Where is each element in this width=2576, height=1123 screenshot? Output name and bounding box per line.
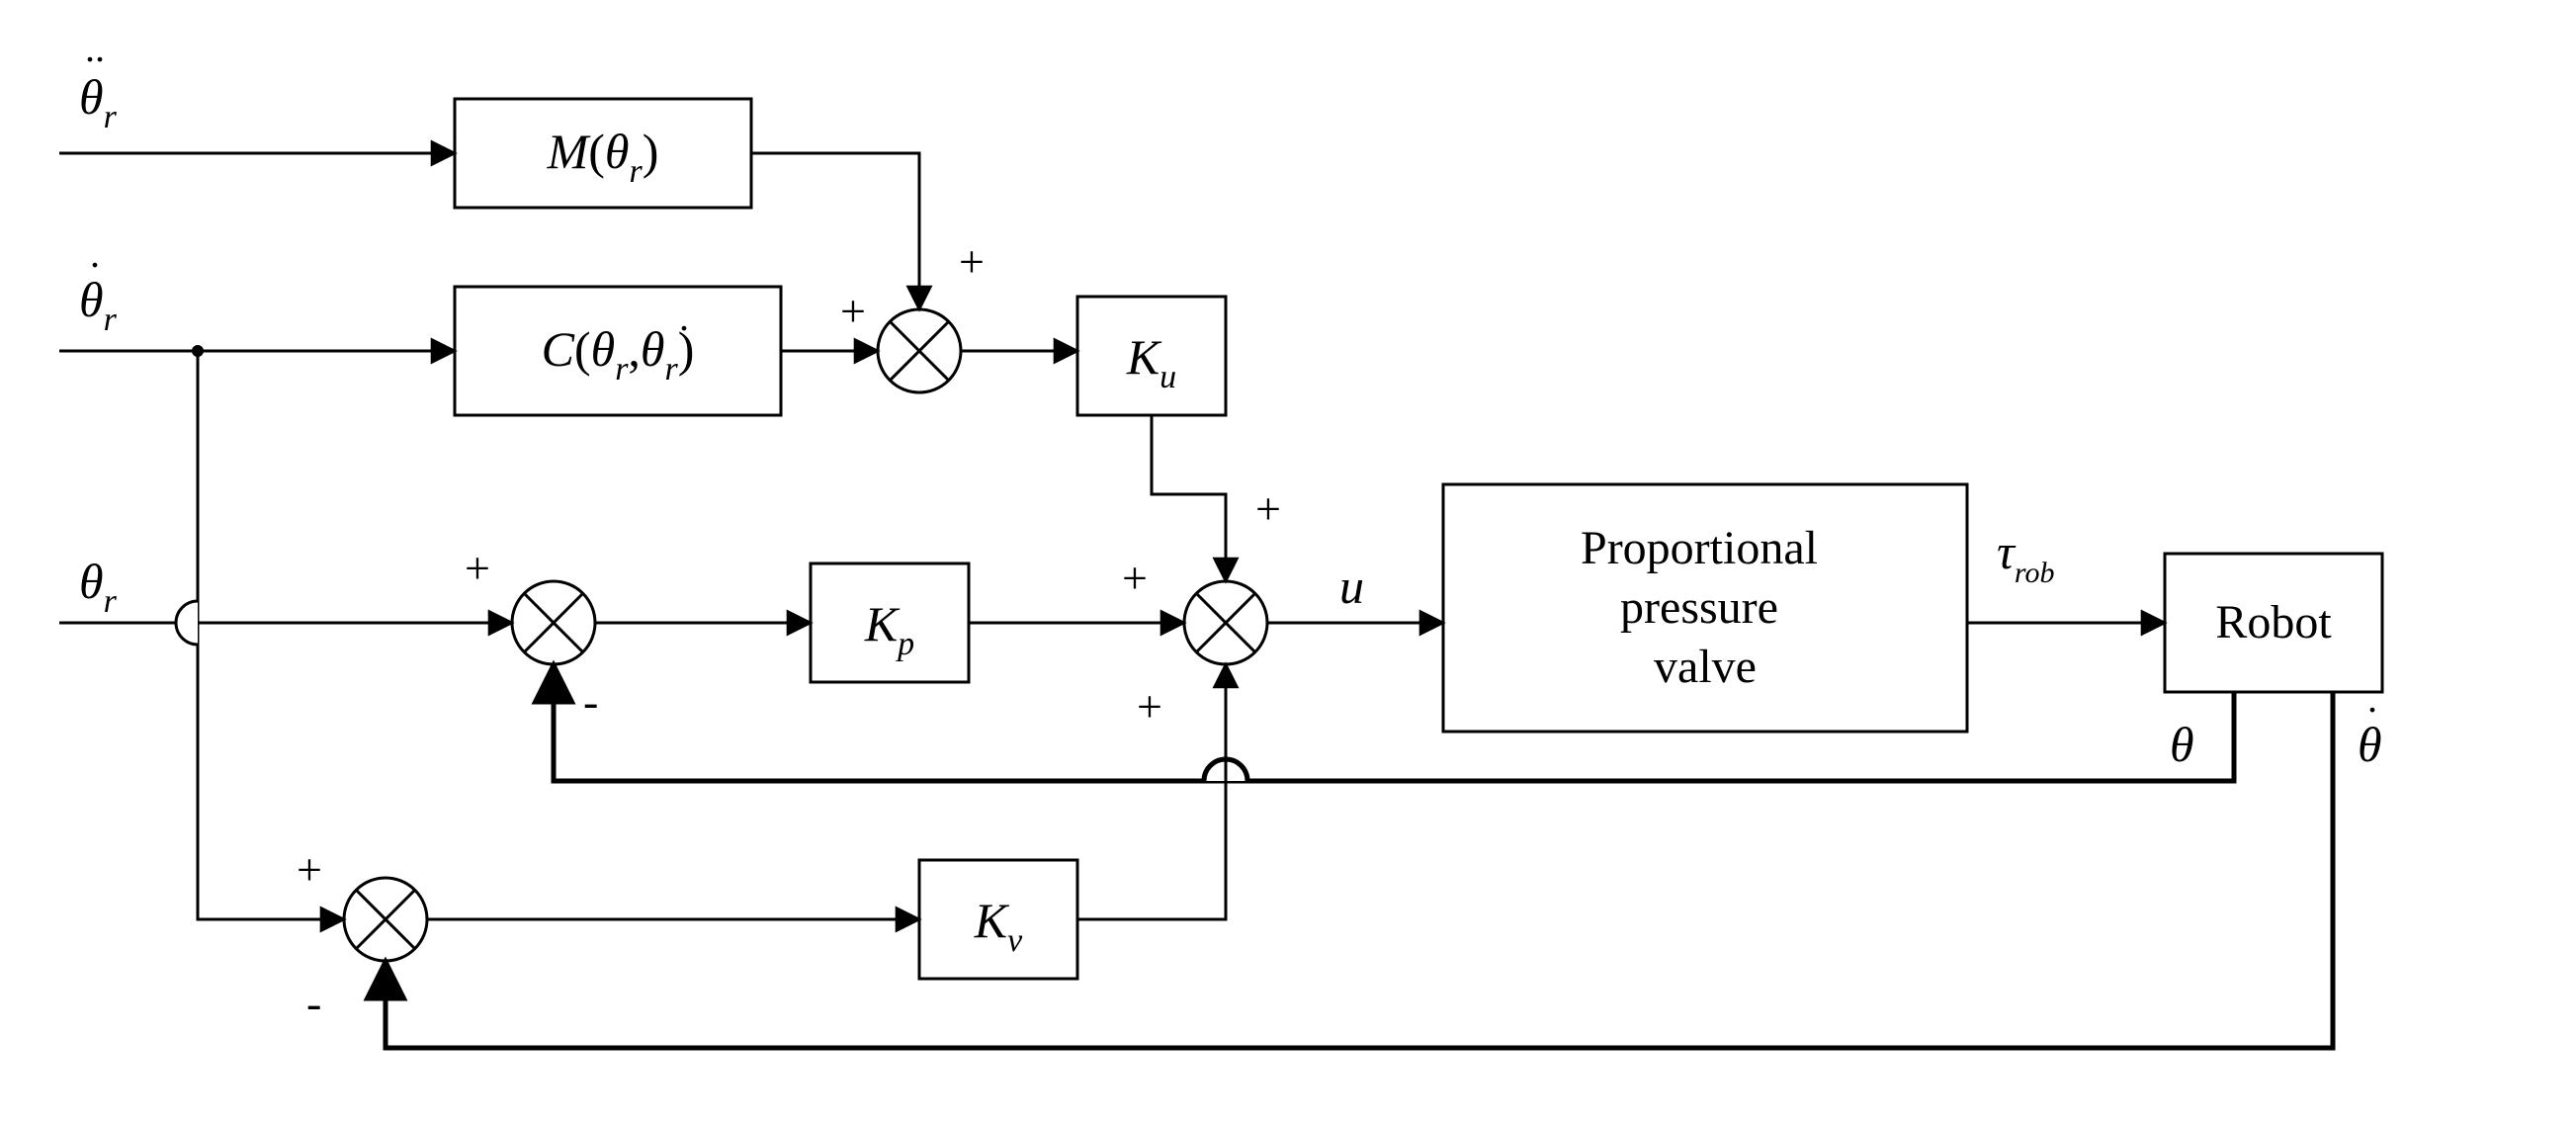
svg-text:..: .. (85, 26, 105, 70)
sum1-sign-top: + (959, 236, 985, 287)
svg-text:.: . (679, 295, 689, 339)
summer-1 (878, 309, 961, 392)
edge-thetadot-feedback (386, 692, 2333, 1048)
signal-theta-feedback: θ (2170, 717, 2194, 772)
sum2-sign-left: + (465, 543, 490, 593)
sum3-sign-bottom: + (1137, 681, 1162, 732)
sum4-sign-bottom: - (306, 978, 321, 1028)
signal-u: u (1339, 559, 1364, 614)
summer-4 (344, 878, 427, 961)
block-robot-label: Robot (2215, 596, 2332, 648)
sum4-sign-left: + (297, 844, 322, 895)
sum2-sign-bottom: - (583, 676, 598, 727)
signal-tau-rob: τrob (1997, 524, 2054, 589)
signal-thetadot-feedback: θ (2358, 717, 2382, 772)
summer-2 (512, 581, 595, 664)
sum3-sign-top: + (1255, 483, 1281, 534)
input-theta-r: θr (79, 554, 118, 620)
sum1-sign-left: + (840, 286, 866, 336)
edge-theta-feedback (554, 664, 2234, 781)
edge-dot-tap-to-sum4 (198, 351, 344, 919)
input-theta-r-ddot: θr (79, 69, 118, 135)
svg-text:.: . (2367, 676, 2377, 721)
input-theta-r-dot: θr (79, 272, 118, 338)
svg-text:.: . (90, 231, 100, 276)
edge-Ku-to-sum3 (1152, 415, 1226, 581)
sum3-sign-left: + (1122, 553, 1148, 603)
summer-3 (1184, 581, 1267, 664)
